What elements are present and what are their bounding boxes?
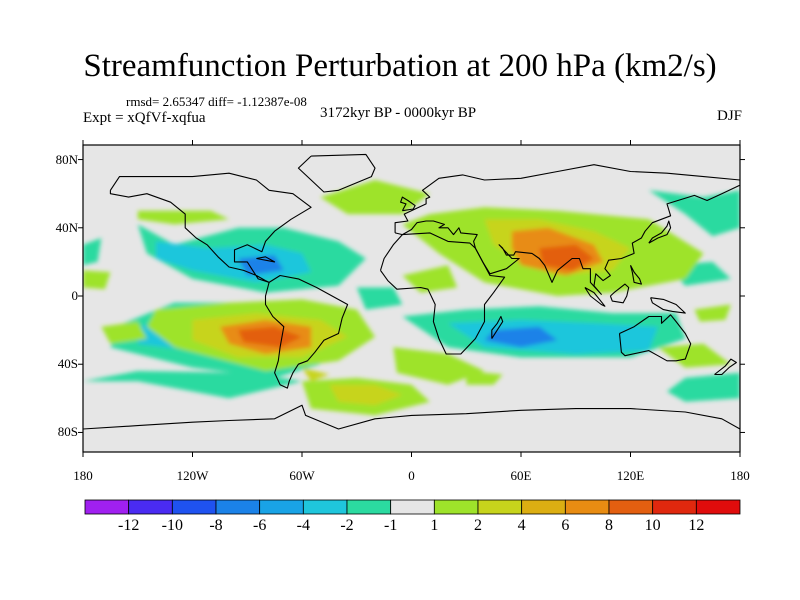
colorbar-label: 4 bbox=[517, 517, 526, 534]
coastline-philippines bbox=[629, 265, 642, 285]
coastline-greenland bbox=[297, 153, 376, 193]
colorbar-label: 6 bbox=[561, 517, 570, 534]
anomaly-region-7 bbox=[484, 326, 558, 348]
anomaly-region-31 bbox=[466, 371, 503, 385]
lat-label: 40S bbox=[57, 356, 78, 372]
colorbar-swatch-5 bbox=[302, 499, 348, 515]
coastline-new-zealand bbox=[714, 358, 737, 376]
coastline-antarctica bbox=[83, 404, 740, 430]
colorbar-swatch-1 bbox=[128, 499, 173, 515]
colorbar-label: -6 bbox=[252, 517, 267, 534]
lon-label: 120E bbox=[616, 468, 645, 483]
lat-label: 0 bbox=[71, 288, 79, 303]
colorbar-swatch-3 bbox=[215, 499, 261, 515]
contour-field bbox=[83, 145, 740, 452]
colorbar-label: -8 bbox=[209, 517, 223, 534]
lon-label: 120W bbox=[176, 468, 209, 483]
lat-label: 80S bbox=[57, 424, 78, 440]
map-title: Streamfunction Perturbation at 200 hPa (… bbox=[83, 48, 717, 84]
colorbar-label: -4 bbox=[296, 517, 310, 534]
anomaly-region-9 bbox=[667, 372, 740, 402]
rmsd-stats: rmsd= 2.65347 diff= -1.12387e-08 bbox=[126, 94, 307, 109]
colorbar-swatch-0 bbox=[84, 499, 130, 515]
lon-label: 0 bbox=[408, 468, 415, 483]
anomaly-region-14 bbox=[320, 180, 430, 215]
colorbar-label: 1 bbox=[430, 517, 439, 534]
anomaly-region-8 bbox=[83, 371, 302, 399]
coastline-britain bbox=[400, 196, 416, 212]
lat-label: 80N bbox=[55, 151, 78, 167]
colorbar-label: 8 bbox=[605, 517, 613, 534]
coastline-borneo bbox=[609, 283, 630, 304]
anomaly-region-23 bbox=[238, 326, 302, 348]
anomaly-region-27 bbox=[402, 265, 458, 293]
colorbar-swatch-7 bbox=[390, 499, 435, 515]
coastline-madagascar bbox=[491, 315, 504, 339]
coastline-north-america bbox=[109, 172, 312, 283]
anomaly-region-19 bbox=[539, 244, 594, 271]
colorbar-swatch-10 bbox=[521, 499, 566, 515]
colorbar-swatch-14 bbox=[695, 499, 741, 515]
coastline-sumatra bbox=[584, 287, 606, 307]
colorbar-swatch-4 bbox=[259, 499, 304, 515]
season-label: DJF bbox=[716, 108, 742, 124]
anomaly-region-15 bbox=[137, 210, 229, 225]
colorbar-label: 2 bbox=[474, 517, 482, 534]
coastline-africa bbox=[379, 232, 506, 355]
colorbar-label: 12 bbox=[688, 517, 705, 534]
colorbar-label: 10 bbox=[644, 517, 661, 534]
lon-label: 180 bbox=[730, 468, 750, 483]
anomaly-region-11 bbox=[356, 287, 403, 310]
experiment-label: Expt = xQfVf-xqfua bbox=[83, 110, 206, 126]
coastline-south-america bbox=[264, 274, 349, 389]
colorbar-label: -10 bbox=[161, 517, 183, 534]
colorbar-label: -2 bbox=[340, 517, 354, 534]
coastline-australia bbox=[618, 314, 692, 362]
colorbar-label: -1 bbox=[383, 517, 398, 534]
colorbar bbox=[84, 499, 741, 515]
colorbar-swatch-2 bbox=[171, 499, 217, 515]
anomaly-region-28 bbox=[101, 321, 147, 344]
coastline-eurasia bbox=[394, 164, 740, 295]
period-label: 3172kyr BP - 0000kyr BP bbox=[320, 105, 477, 121]
colorbar-swatch-9 bbox=[477, 499, 523, 515]
lon-label: 180 bbox=[73, 468, 93, 483]
lon-label: 60W bbox=[289, 468, 315, 483]
colorbar-swatch-8 bbox=[433, 499, 479, 515]
anomaly-region-25 bbox=[329, 384, 403, 406]
colorbar-swatch-11 bbox=[564, 499, 610, 515]
lat-label: 40N bbox=[55, 219, 78, 235]
coastline-cuba bbox=[256, 256, 276, 263]
anomaly-region-32 bbox=[83, 270, 111, 290]
anomaly-region-33 bbox=[694, 304, 731, 322]
colorbar-swatch-6 bbox=[346, 499, 392, 515]
colorbar-label: -12 bbox=[117, 517, 140, 534]
anomaly-region-10 bbox=[648, 190, 740, 237]
anomaly-region-30 bbox=[302, 367, 330, 382]
anomaly-region-3 bbox=[156, 241, 312, 283]
anomaly-region-26 bbox=[393, 347, 485, 385]
colorbar-swatch-13 bbox=[652, 499, 697, 515]
anomaly-region-12 bbox=[83, 238, 102, 266]
coastline-japan bbox=[648, 220, 672, 244]
colorbar-swatch-12 bbox=[608, 499, 654, 515]
anomaly-region-29 bbox=[657, 343, 731, 368]
lon-label: 60E bbox=[510, 468, 532, 483]
coastline-new-guinea bbox=[650, 297, 686, 314]
